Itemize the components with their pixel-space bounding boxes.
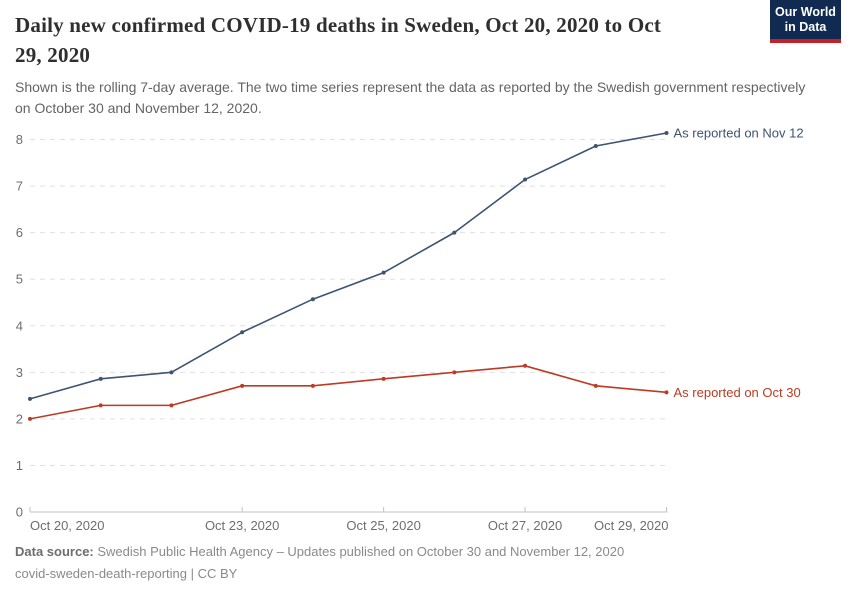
chart-header: Daily new confirmed COVID-19 deaths in S… xyxy=(15,10,835,119)
data-point-as-reported-on-oct-30 xyxy=(98,403,103,408)
series-label-as-reported-on-nov-12: As reported on Nov 12 xyxy=(674,125,804,140)
y-axis-tick-label: 1 xyxy=(16,458,23,473)
license-line: covid-sweden-death-reporting | CC BY xyxy=(15,566,238,581)
data-point-as-reported-on-nov-12 xyxy=(169,370,174,375)
data-point-as-reported-on-nov-12 xyxy=(28,396,32,401)
data-point-as-reported-on-oct-30 xyxy=(452,370,457,375)
y-axis-tick-label: 0 xyxy=(16,505,23,520)
data-point-as-reported-on-nov-12 xyxy=(664,130,669,135)
y-axis-tick-label: 5 xyxy=(16,272,23,287)
series-line-as-reported-on-nov-12 xyxy=(29,132,667,400)
x-axis-tick-label: Oct 23, 2020 xyxy=(205,518,279,533)
y-axis-tick-label: 3 xyxy=(16,365,23,380)
chart: 0 1 2 3 4 5 6 7 8 Oct 20, 2020 Oct 23, 2020 Oct 25,… xyxy=(16,125,804,533)
data-source-text: Swedish Public Health Agency – Updates p… xyxy=(93,544,625,559)
x-axis-tick-label: Oct 20, 2020 xyxy=(30,518,104,533)
y-axis-tick-label: 2 xyxy=(16,411,23,426)
owid-logo-line1: Our World xyxy=(775,5,836,19)
y-axis-tick-label: 6 xyxy=(16,225,23,240)
data-point-as-reported-on-nov-12 xyxy=(98,376,103,381)
data-point-as-reported-on-oct-30 xyxy=(381,376,386,381)
data-point-as-reported-on-nov-12 xyxy=(240,330,245,335)
data-point-as-reported-on-oct-30 xyxy=(310,383,315,388)
y-axis-tick-label: 8 xyxy=(16,132,23,147)
y-axis-tick-label: 7 xyxy=(16,179,23,194)
page-title: Daily new confirmed COVID-19 deaths in S… xyxy=(15,10,835,70)
chart-subtitle: Shown is the rolling 7-day average. The … xyxy=(15,79,806,116)
data-point-as-reported-on-oct-30 xyxy=(240,383,245,388)
series-line-as-reported-on-oct-30 xyxy=(29,364,667,420)
series-label-as-reported-on-oct-30: As reported on Oct 30 xyxy=(674,385,801,400)
data-point-as-reported-on-oct-30 xyxy=(523,363,528,368)
page-title-line2: 29, 2020 xyxy=(15,43,91,67)
chart-footer: Data source: Swedish Public Health Agenc… xyxy=(15,541,835,585)
x-axis-tick-label: Oct 27, 2020 xyxy=(488,518,562,533)
data-source-line: Data source: Swedish Public Health Agenc… xyxy=(15,541,835,563)
data-point-as-reported-on-oct-30 xyxy=(593,383,598,388)
x-axis-tick-label: Oct 25, 2020 xyxy=(346,518,420,533)
x-axis-tick-label: Oct 29, 2020 xyxy=(594,518,668,533)
owid-logo-line2: in Data xyxy=(784,20,827,34)
data-point-as-reported-on-nov-12 xyxy=(523,177,528,182)
page-title-line1: Daily new confirmed COVID-19 deaths in S… xyxy=(15,13,662,37)
data-point-as-reported-on-oct-30 xyxy=(664,390,669,395)
data-point-as-reported-on-oct-30 xyxy=(169,403,174,408)
owid-logo[interactable]: Our World in Data xyxy=(770,0,841,43)
data-point-as-reported-on-nov-12 xyxy=(381,270,386,275)
data-point-as-reported-on-nov-12 xyxy=(310,297,315,302)
y-axis-tick-label: 4 xyxy=(16,318,23,333)
data-source-label: Data source: xyxy=(15,544,94,559)
data-point-as-reported-on-nov-12 xyxy=(593,144,598,149)
data-point-as-reported-on-oct-30 xyxy=(28,416,32,421)
data-point-as-reported-on-nov-12 xyxy=(452,230,457,235)
